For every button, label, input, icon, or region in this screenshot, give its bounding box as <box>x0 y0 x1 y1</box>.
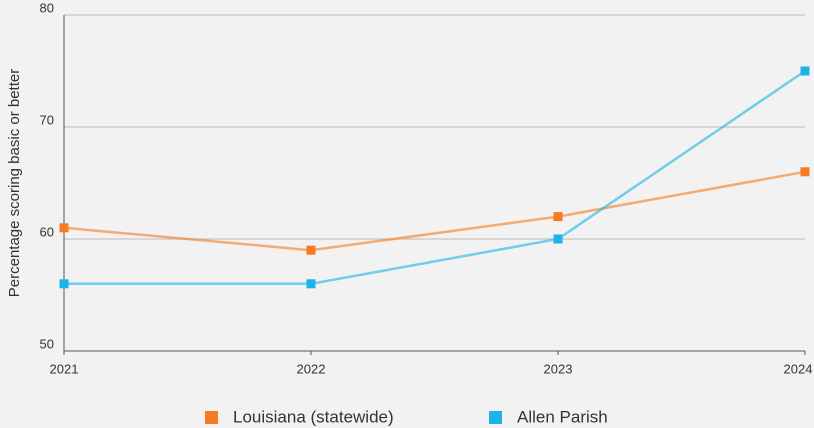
data-point <box>306 279 316 289</box>
x-tick-label: 2024 <box>784 361 813 376</box>
data-point <box>306 245 316 255</box>
x-tick-label: 2023 <box>544 361 573 376</box>
legend-swatch <box>489 411 502 424</box>
data-point <box>800 66 810 76</box>
y-tick-label: 50 <box>40 336 54 351</box>
series-line <box>64 69 806 286</box>
y-tick-label: 60 <box>40 224 54 239</box>
series-line <box>63 170 806 252</box>
data-point <box>553 212 563 222</box>
x-tick-label: 2021 <box>50 361 79 376</box>
legend-label: Louisiana (statewide) <box>233 407 394 426</box>
y-tick-label: 70 <box>40 112 54 127</box>
data-point <box>59 279 69 289</box>
legend-label: Allen Parish <box>517 407 608 426</box>
x-tick-label: 2022 <box>297 361 326 376</box>
data-point <box>553 234 563 244</box>
data-point <box>800 167 810 177</box>
y-tick-label: 80 <box>40 0 54 15</box>
y-axis-label: Percentage scoring basic or better <box>6 69 23 297</box>
legend-swatch <box>205 411 218 424</box>
data-point <box>59 223 69 233</box>
